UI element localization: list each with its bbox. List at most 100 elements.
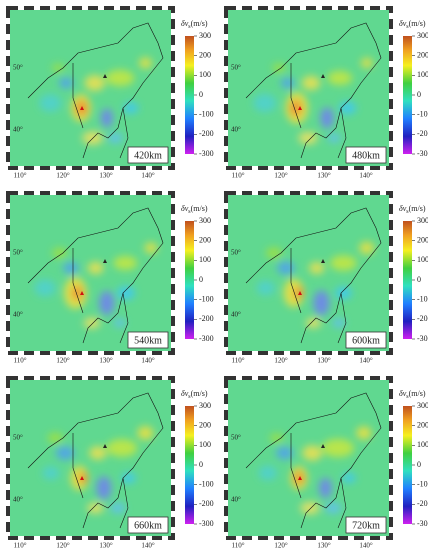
velocity-anomaly — [301, 75, 321, 91]
boundary-line — [27, 22, 164, 159]
frame-dash — [6, 191, 175, 355]
boundary-line — [245, 207, 382, 344]
map-area — [8, 8, 173, 168]
velocity-anomaly — [144, 242, 158, 254]
colorbar-subscript: s — [406, 24, 409, 30]
velocity-anomaly — [82, 131, 103, 145]
boundary-line — [245, 22, 382, 159]
velocity-anomaly — [110, 502, 126, 514]
velocity-anomaly — [359, 241, 375, 255]
map-panel: 110° 120° 130° 140°50°40°720kmδvs(m/s)30020… — [224, 376, 428, 550]
velocity-anomaly — [321, 438, 355, 458]
velocity-anomaly — [58, 77, 74, 89]
colorbar-unit: (m/s) — [409, 19, 426, 28]
map-area — [226, 193, 391, 353]
velocity-anomaly — [330, 255, 357, 271]
frame-dash — [6, 6, 175, 170]
colorbar-tick-label: 300 — [199, 401, 211, 410]
colorbar-subscript: s — [188, 209, 191, 215]
colorbar-tick-label: -300 — [417, 149, 428, 158]
colorbar-unit: (m/s) — [409, 204, 426, 213]
velocity-anomaly — [99, 290, 115, 316]
velocity-anomaly — [123, 102, 139, 114]
event-marker — [80, 476, 84, 480]
velocity-anomaly — [356, 426, 372, 440]
velocity-anomaly — [327, 133, 341, 143]
velocity-anomaly — [116, 286, 136, 300]
colorbar-tick-label: -100 — [199, 479, 214, 488]
velocity-anomaly — [332, 318, 346, 328]
map-area — [226, 8, 391, 168]
colorbar-tick-label: -300 — [199, 519, 214, 528]
velocity-anomaly — [100, 108, 113, 128]
longitude-label: 120° — [274, 172, 288, 180]
colorbar-tick-label: 100 — [417, 440, 428, 449]
event-marker — [321, 259, 325, 263]
longitude-label: 130° — [99, 357, 113, 365]
velocity-anomaly — [360, 57, 373, 69]
velocity-anomaly — [87, 502, 104, 514]
colorbar-tick-label: 100 — [199, 255, 211, 264]
event-marker — [321, 74, 325, 78]
colorbar-tick-label: -200 — [199, 314, 214, 323]
velocity-anomaly — [269, 433, 284, 443]
longitude-label: 130° — [317, 172, 331, 180]
longitude-label: 110° — [13, 542, 26, 550]
velocity-anomaly — [52, 63, 64, 73]
velocity-anomaly — [283, 278, 305, 308]
depth-box — [345, 331, 387, 349]
latitude-label: 40° — [231, 496, 241, 504]
velocity-anomaly — [34, 279, 56, 297]
map-panel: 110° 120° 130° 140°50°40°420kmδvs(m/s)30020… — [6, 6, 214, 180]
colorbar-tick-label: 200 — [199, 50, 211, 59]
longitude-label: 130° — [317, 542, 331, 550]
event-marker — [103, 74, 107, 78]
velocity-anomaly — [72, 285, 83, 301]
longitude-label: 120° — [56, 357, 70, 365]
map-background — [8, 378, 173, 538]
longitude-label: 140° — [141, 357, 155, 365]
colorbar — [403, 221, 412, 339]
velocity-anomaly — [327, 70, 353, 86]
depth-label: 420km — [134, 150, 162, 161]
velocity-anomaly — [89, 446, 107, 460]
event-marker — [80, 106, 84, 110]
velocity-anomaly — [137, 426, 154, 440]
colorbar-subscript: s — [188, 24, 191, 30]
anomalies — [253, 57, 373, 145]
velocity-anomaly — [280, 77, 295, 89]
velocity-anomaly — [83, 317, 101, 329]
colorbar-title: δvs(m/s) — [399, 19, 426, 31]
colorbar-tick-label: 0 — [417, 460, 421, 469]
longitude-label: 110° — [13, 172, 26, 180]
longitude-label: 110° — [231, 172, 244, 180]
velocity-anomaly — [63, 262, 79, 274]
colorbar-tick-label: 200 — [199, 420, 211, 429]
frame-dash — [224, 376, 393, 540]
velocity-anomaly — [320, 107, 334, 129]
colorbar-unit: (m/s) — [191, 204, 208, 213]
latitude-label: 50° — [231, 64, 241, 72]
colorbar-tick-label: -200 — [417, 314, 428, 323]
colorbar — [185, 221, 194, 339]
depth-box — [127, 516, 169, 534]
colorbar-tick-label: 100 — [199, 440, 211, 449]
velocity-anomaly — [139, 57, 152, 69]
colorbar-title: δvs(m/s) — [181, 204, 208, 216]
colorbar-unit: (m/s) — [191, 19, 208, 28]
longitude-label: 120° — [274, 357, 288, 365]
event-marker — [80, 291, 84, 295]
colorbar-tick-label: -100 — [199, 294, 214, 303]
colorbar-symbol: δv — [399, 204, 407, 213]
colorbar-tick-label: -200 — [417, 129, 428, 138]
velocity-anomaly — [121, 472, 136, 484]
colorbar-tick-label: -300 — [199, 334, 214, 343]
colorbar-tick-label: 300 — [417, 401, 428, 410]
velocity-anomaly — [309, 262, 325, 274]
map-area — [8, 193, 173, 353]
velocity-anomaly — [258, 465, 277, 481]
depth-box — [345, 516, 387, 534]
colorbar-unit: (m/s) — [409, 389, 426, 398]
velocity-anomaly — [253, 93, 277, 113]
colorbar-subscript: s — [406, 394, 409, 400]
